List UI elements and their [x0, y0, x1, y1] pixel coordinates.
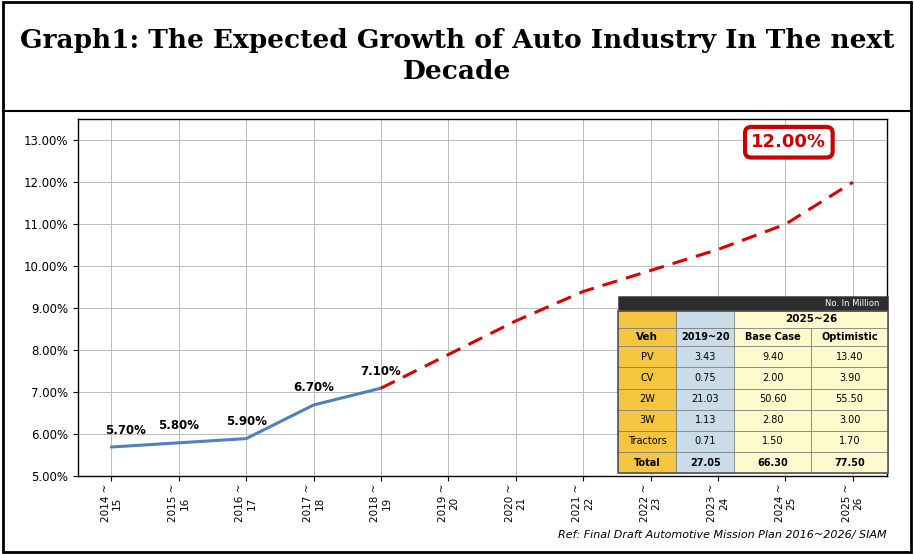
Bar [676, 327, 734, 346]
Text: 13.40: 13.40 [835, 352, 863, 362]
Bar [811, 367, 887, 388]
Bar [811, 346, 887, 367]
Text: 3.90: 3.90 [839, 373, 860, 383]
Text: No. In Million: No. In Million [825, 299, 880, 307]
Text: 0.75: 0.75 [695, 373, 716, 383]
Bar [618, 409, 676, 431]
Text: 2W: 2W [640, 394, 655, 404]
Text: 1.50: 1.50 [762, 437, 783, 447]
Text: 2.00: 2.00 [762, 373, 783, 383]
Bar [734, 327, 811, 346]
Text: 3.43: 3.43 [695, 352, 716, 362]
Text: Veh: Veh [636, 332, 658, 342]
Text: 5.70%: 5.70% [105, 423, 145, 437]
Bar [811, 452, 887, 473]
Bar [734, 452, 811, 473]
Text: 7.10%: 7.10% [361, 365, 401, 378]
Text: Base Case: Base Case [745, 332, 801, 342]
Bar [811, 327, 887, 346]
Text: Optimistic: Optimistic [821, 332, 877, 342]
Text: 3W: 3W [640, 416, 655, 425]
Text: 1.13: 1.13 [695, 416, 716, 425]
Text: Graph1: The Expected Growth of Auto Industry In The next
Decade: Graph1: The Expected Growth of Auto Indu… [20, 28, 894, 84]
Text: CV: CV [641, 373, 654, 383]
Text: 5.90%: 5.90% [226, 415, 267, 428]
Bar [734, 431, 811, 452]
Text: 55.50: 55.50 [835, 394, 864, 404]
Text: 12.00%: 12.00% [751, 133, 826, 151]
Bar [676, 346, 734, 367]
Bar [734, 346, 811, 367]
Bar [734, 409, 811, 431]
Text: Ref: Final Draft Automotive Mission Plan 2016~2026/ SIAM: Ref: Final Draft Automotive Mission Plan… [558, 530, 887, 540]
Bar [618, 431, 676, 452]
Bar [676, 431, 734, 452]
Bar [676, 311, 734, 327]
Text: 6.70%: 6.70% [293, 382, 334, 394]
Text: 3.00: 3.00 [839, 416, 860, 425]
Bar [676, 388, 734, 409]
Text: 0.71: 0.71 [695, 437, 716, 447]
Bar [618, 367, 676, 388]
Bar [676, 452, 734, 473]
Text: PV: PV [641, 352, 654, 362]
Text: 50.60: 50.60 [759, 394, 786, 404]
Text: 2.80: 2.80 [762, 416, 783, 425]
Text: Tractors: Tractors [628, 437, 666, 447]
Text: 2025~26: 2025~26 [785, 314, 837, 324]
Bar [734, 388, 811, 409]
Text: 66.30: 66.30 [758, 458, 788, 468]
Bar [811, 431, 887, 452]
Bar [811, 409, 887, 431]
Bar [618, 296, 887, 311]
Bar [811, 388, 887, 409]
Bar [734, 311, 887, 327]
Bar [676, 409, 734, 431]
Bar [618, 327, 676, 346]
Text: 9.40: 9.40 [762, 352, 783, 362]
Bar [618, 388, 676, 409]
Bar [618, 452, 676, 473]
Text: 77.50: 77.50 [834, 458, 865, 468]
Bar [618, 346, 676, 367]
Bar [734, 367, 811, 388]
Text: 21.03: 21.03 [692, 394, 719, 404]
Text: 5.80%: 5.80% [158, 419, 199, 432]
Text: Total: Total [634, 458, 661, 468]
Text: 27.05: 27.05 [690, 458, 720, 468]
Text: 2019~20: 2019~20 [681, 332, 729, 342]
Bar [676, 367, 734, 388]
Bar [618, 311, 676, 327]
Text: 1.70: 1.70 [839, 437, 860, 447]
